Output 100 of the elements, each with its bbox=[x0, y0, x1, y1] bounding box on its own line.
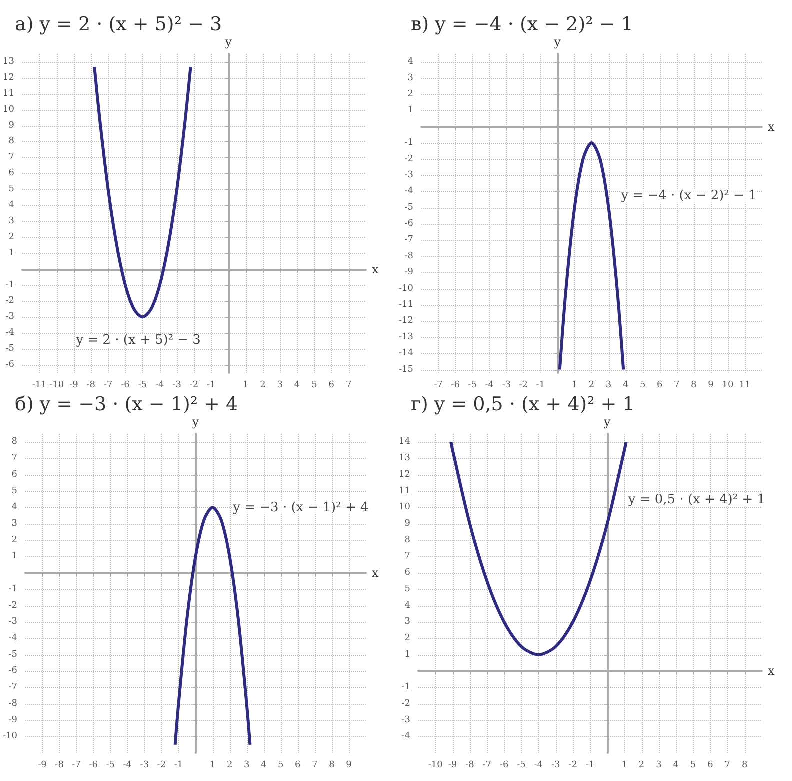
y-tick-label: 2 bbox=[12, 535, 18, 546]
y-tick-label: 6 bbox=[12, 470, 18, 480]
y-tick-label: -5 bbox=[404, 202, 414, 213]
x-tick-label: 4 bbox=[294, 380, 300, 390]
y-tick-label: 1 bbox=[12, 552, 18, 562]
x-tick-label: 4 bbox=[622, 380, 629, 390]
x-tick-label: -6 bbox=[451, 380, 460, 390]
x-tick-label: -1 bbox=[586, 760, 595, 770]
y-axis-title: y bbox=[191, 415, 200, 429]
x-tick-label: -8 bbox=[55, 760, 64, 770]
x-tick-label: -4 bbox=[485, 380, 494, 390]
x-tick-label: 2 bbox=[226, 760, 233, 770]
y-tick-label: 11 bbox=[399, 486, 410, 496]
y-tick-label: 12 bbox=[399, 470, 410, 480]
x-tick-label: -1 bbox=[207, 380, 216, 390]
y-tick-label: -8 bbox=[404, 251, 414, 262]
x-tick-label: 3 bbox=[244, 760, 250, 770]
y-tick-label: -1 bbox=[8, 584, 18, 594]
x-tick-label: -11 bbox=[32, 380, 47, 390]
x-tick-label: -10 bbox=[50, 380, 64, 390]
x-tick-label: -7 bbox=[72, 760, 82, 770]
y-tick-label: 3 bbox=[8, 216, 15, 226]
chart-title: а) y = 2 · (x + 5)² − 3 bbox=[15, 14, 222, 36]
y-tick-label: -2 bbox=[6, 296, 14, 306]
y-tick-label: -5 bbox=[8, 650, 18, 660]
x-tick-label: 7 bbox=[312, 760, 318, 770]
y-tick-label: -3 bbox=[402, 715, 411, 726]
y-tick-label: 9 bbox=[8, 120, 15, 131]
x-tick-label: -1 bbox=[536, 380, 546, 390]
y-tick-label: 12 bbox=[3, 72, 14, 83]
chart-title: б) y = −3 · (x − 1)² + 4 bbox=[15, 394, 238, 416]
x-tick-label: 9 bbox=[346, 760, 352, 770]
x-tick-label: -7 bbox=[104, 380, 113, 390]
x-tick-label: 6 bbox=[328, 380, 335, 390]
y-tick-label: 4 bbox=[8, 200, 15, 211]
annotation: y = 2 · (x + 5)² − 3 bbox=[75, 333, 201, 348]
x-tick-label: 4 bbox=[673, 760, 680, 770]
x-tick-label: -4 bbox=[123, 760, 132, 770]
y-tick-label: 3 bbox=[404, 617, 411, 628]
y-tick-label: -3 bbox=[404, 170, 414, 180]
y-tick-label: -4 bbox=[8, 633, 18, 644]
x-tick-label: -5 bbox=[106, 760, 116, 770]
x-tick-label: -8 bbox=[86, 380, 96, 390]
x-tick-label: 10 bbox=[722, 380, 734, 390]
y-tick-label: -8 bbox=[8, 698, 18, 709]
x-tick-label: -6 bbox=[89, 760, 98, 770]
y-tick-label: 1 bbox=[404, 650, 410, 660]
x-tick-label: -2 bbox=[568, 760, 578, 770]
y-tick-label: 1 bbox=[8, 248, 14, 258]
y-tick-label: 7 bbox=[12, 454, 18, 464]
y-tick-label: 3 bbox=[12, 518, 18, 529]
y-tick-label: 14 bbox=[399, 437, 411, 448]
x-tick-label: 7 bbox=[724, 760, 731, 770]
y-tick-label: 10 bbox=[399, 502, 411, 513]
x-tick-label: 11 bbox=[739, 380, 751, 390]
x-tick-label: -8 bbox=[466, 760, 475, 770]
y-tick-label: -1 bbox=[404, 138, 414, 148]
x-tick-label: 6 bbox=[708, 760, 714, 770]
y-tick-label: 11 bbox=[3, 88, 14, 99]
x-tick-label: 9 bbox=[708, 380, 714, 390]
x-tick-label: -3 bbox=[551, 760, 561, 770]
y-tick-label: -6 bbox=[6, 360, 15, 370]
x-tick-label: 2 bbox=[638, 760, 645, 770]
x-tick-label: 6 bbox=[656, 380, 663, 390]
y-tick-label: -14 bbox=[398, 348, 414, 359]
x-tick-label: 4 bbox=[260, 760, 267, 770]
y-tick-label: 5 bbox=[12, 486, 18, 496]
y-tick-label: -9 bbox=[8, 715, 18, 726]
y-tick-label: -4 bbox=[402, 732, 411, 742]
x-tick-label: -2 bbox=[519, 380, 528, 390]
x-tick-label: -7 bbox=[482, 760, 492, 770]
x-tick-label: 5 bbox=[690, 760, 696, 770]
line-series bbox=[93, 66, 192, 319]
y-tick-label: 8 bbox=[404, 535, 411, 546]
y-tick-label: -4 bbox=[404, 186, 414, 197]
chart-title: в) y = −4 · (x − 2)² − 1 bbox=[411, 14, 634, 36]
y-tick-label: 2 bbox=[8, 232, 14, 242]
y-tick-label: -1 bbox=[6, 280, 14, 290]
y-tick-label: -10 bbox=[398, 284, 414, 294]
x-tick-label: -9 bbox=[38, 760, 48, 770]
y-axis-title: y bbox=[553, 35, 562, 49]
y-tick-label: 5 bbox=[404, 584, 411, 594]
y-tick-label: -1 bbox=[402, 682, 410, 693]
x-tick-label: 7 bbox=[346, 380, 352, 390]
y-tick-label: -6 bbox=[404, 219, 414, 230]
x-axis-title: x bbox=[372, 566, 379, 580]
x-tick-label: -5 bbox=[138, 380, 148, 390]
x-tick-label: 3 bbox=[656, 760, 662, 770]
y-tick-label: 6 bbox=[404, 568, 411, 578]
y-tick-label: -13 bbox=[398, 332, 414, 342]
y-tick-label: 7 bbox=[8, 152, 15, 163]
y-tick-label: 7 bbox=[404, 552, 411, 562]
y-tick-label: 13 bbox=[3, 56, 15, 67]
x-tick-label: -9 bbox=[448, 760, 458, 770]
x-tick-label: -5 bbox=[468, 380, 478, 390]
x-tick-label: 7 bbox=[674, 380, 680, 390]
x-tick-label: 1 bbox=[210, 760, 216, 770]
y-tick-label: 13 bbox=[399, 454, 411, 464]
y-tick-label: -5 bbox=[6, 344, 15, 354]
y-tick-label: -3 bbox=[8, 617, 18, 628]
